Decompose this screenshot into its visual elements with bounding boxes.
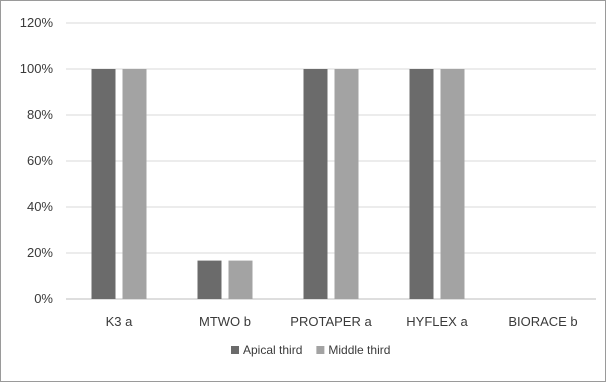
x-category-label: BIORACE b: [508, 314, 577, 329]
bar-apical-1: [197, 260, 222, 299]
gridlines: [66, 22, 596, 300]
bars: [91, 69, 465, 299]
x-category-label: PROTAPER a: [290, 314, 372, 329]
bar-middle-0: [122, 69, 147, 299]
bar-apical-3: [409, 69, 434, 299]
legend-label: Apical third: [243, 343, 302, 357]
legend: Apical third Middle third: [231, 343, 390, 357]
y-tick-label: 40%: [27, 199, 53, 214]
y-tick-label: 0%: [34, 291, 53, 306]
x-axis-categories: K3 a MTWO b PROTAPER a HYFLEX a BIORACE b: [106, 314, 578, 329]
bar-apical-0: [91, 69, 116, 299]
bar-middle-3: [440, 69, 465, 299]
legend-swatch: [231, 346, 239, 354]
y-tick-label: 20%: [27, 245, 53, 260]
bar-middle-2: [334, 69, 359, 299]
bar-middle-1: [228, 260, 253, 299]
x-category-label: HYFLEX a: [406, 314, 468, 329]
y-tick-label: 60%: [27, 153, 53, 168]
y-axis-ticks: 0% 20% 40% 60% 80% 100% 120%: [20, 15, 54, 306]
y-tick-label: 100%: [20, 61, 54, 76]
y-tick-label: 80%: [27, 107, 53, 122]
x-category-label: K3 a: [106, 314, 134, 329]
x-category-label: MTWO b: [199, 314, 251, 329]
y-tick-label: 120%: [20, 15, 54, 30]
bar-apical-2: [303, 69, 328, 299]
legend-swatch: [316, 346, 325, 354]
legend-label: Middle third: [328, 343, 390, 357]
